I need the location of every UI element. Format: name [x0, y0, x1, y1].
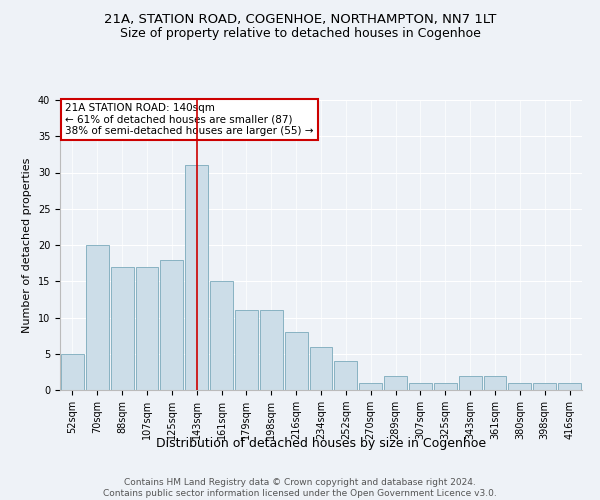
Bar: [136, 267, 158, 390]
Bar: [210, 281, 233, 390]
Bar: [533, 383, 556, 390]
Bar: [86, 245, 109, 390]
Bar: [334, 361, 357, 390]
Text: Contains HM Land Registry data © Crown copyright and database right 2024.
Contai: Contains HM Land Registry data © Crown c…: [103, 478, 497, 498]
Text: Size of property relative to detached houses in Cogenhoe: Size of property relative to detached ho…: [119, 28, 481, 40]
Bar: [359, 383, 382, 390]
Bar: [459, 376, 482, 390]
Bar: [235, 310, 258, 390]
Bar: [384, 376, 407, 390]
Bar: [111, 267, 134, 390]
Text: Distribution of detached houses by size in Cogenhoe: Distribution of detached houses by size …: [156, 438, 486, 450]
Bar: [558, 383, 581, 390]
Bar: [508, 383, 531, 390]
Bar: [160, 260, 183, 390]
Bar: [310, 346, 332, 390]
Y-axis label: Number of detached properties: Number of detached properties: [22, 158, 32, 332]
Bar: [285, 332, 308, 390]
Bar: [409, 383, 432, 390]
Bar: [484, 376, 506, 390]
Bar: [61, 354, 84, 390]
Bar: [434, 383, 457, 390]
Bar: [185, 165, 208, 390]
Text: 21A, STATION ROAD, COGENHOE, NORTHAMPTON, NN7 1LT: 21A, STATION ROAD, COGENHOE, NORTHAMPTON…: [104, 12, 496, 26]
Text: 21A STATION ROAD: 140sqm
← 61% of detached houses are smaller (87)
38% of semi-d: 21A STATION ROAD: 140sqm ← 61% of detach…: [65, 103, 314, 136]
Bar: [260, 310, 283, 390]
